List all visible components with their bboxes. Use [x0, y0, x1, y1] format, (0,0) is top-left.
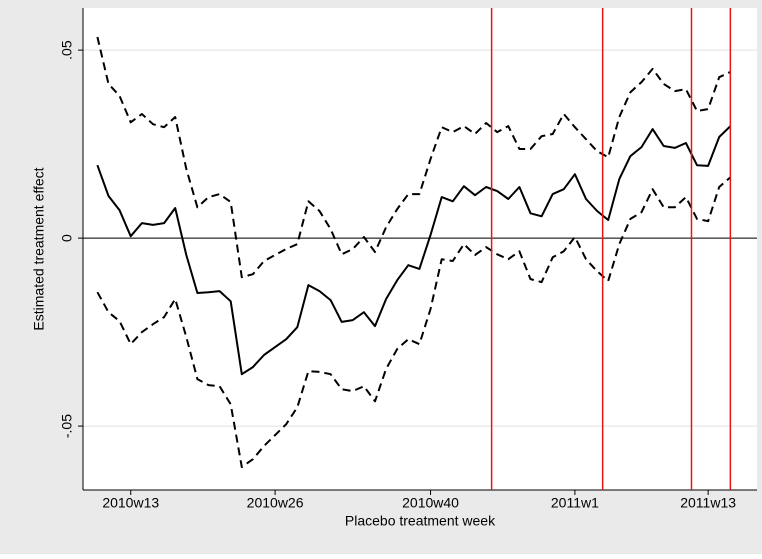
- y-tick-label: .05: [59, 40, 75, 60]
- y-axis-label: Estimated treatment effect: [31, 167, 47, 330]
- x-tick-label: 2011w13: [680, 495, 736, 511]
- estimate-line: [96, 125, 732, 376]
- confidence-bound: [96, 176, 732, 469]
- confidence-bound: [96, 36, 731, 279]
- x-tick-label: 2011w1: [551, 495, 599, 511]
- plot-area: [83, 8, 757, 490]
- x-tick-label: 2010w13: [102, 495, 159, 511]
- x-tick-label: 2010w26: [247, 495, 304, 511]
- x-tick-label: 2010w40: [402, 495, 459, 511]
- x-axis-label: Placebo treatment week: [345, 513, 496, 529]
- y-tick-label: 0: [59, 234, 75, 242]
- y-tick-label: -.05: [59, 414, 75, 438]
